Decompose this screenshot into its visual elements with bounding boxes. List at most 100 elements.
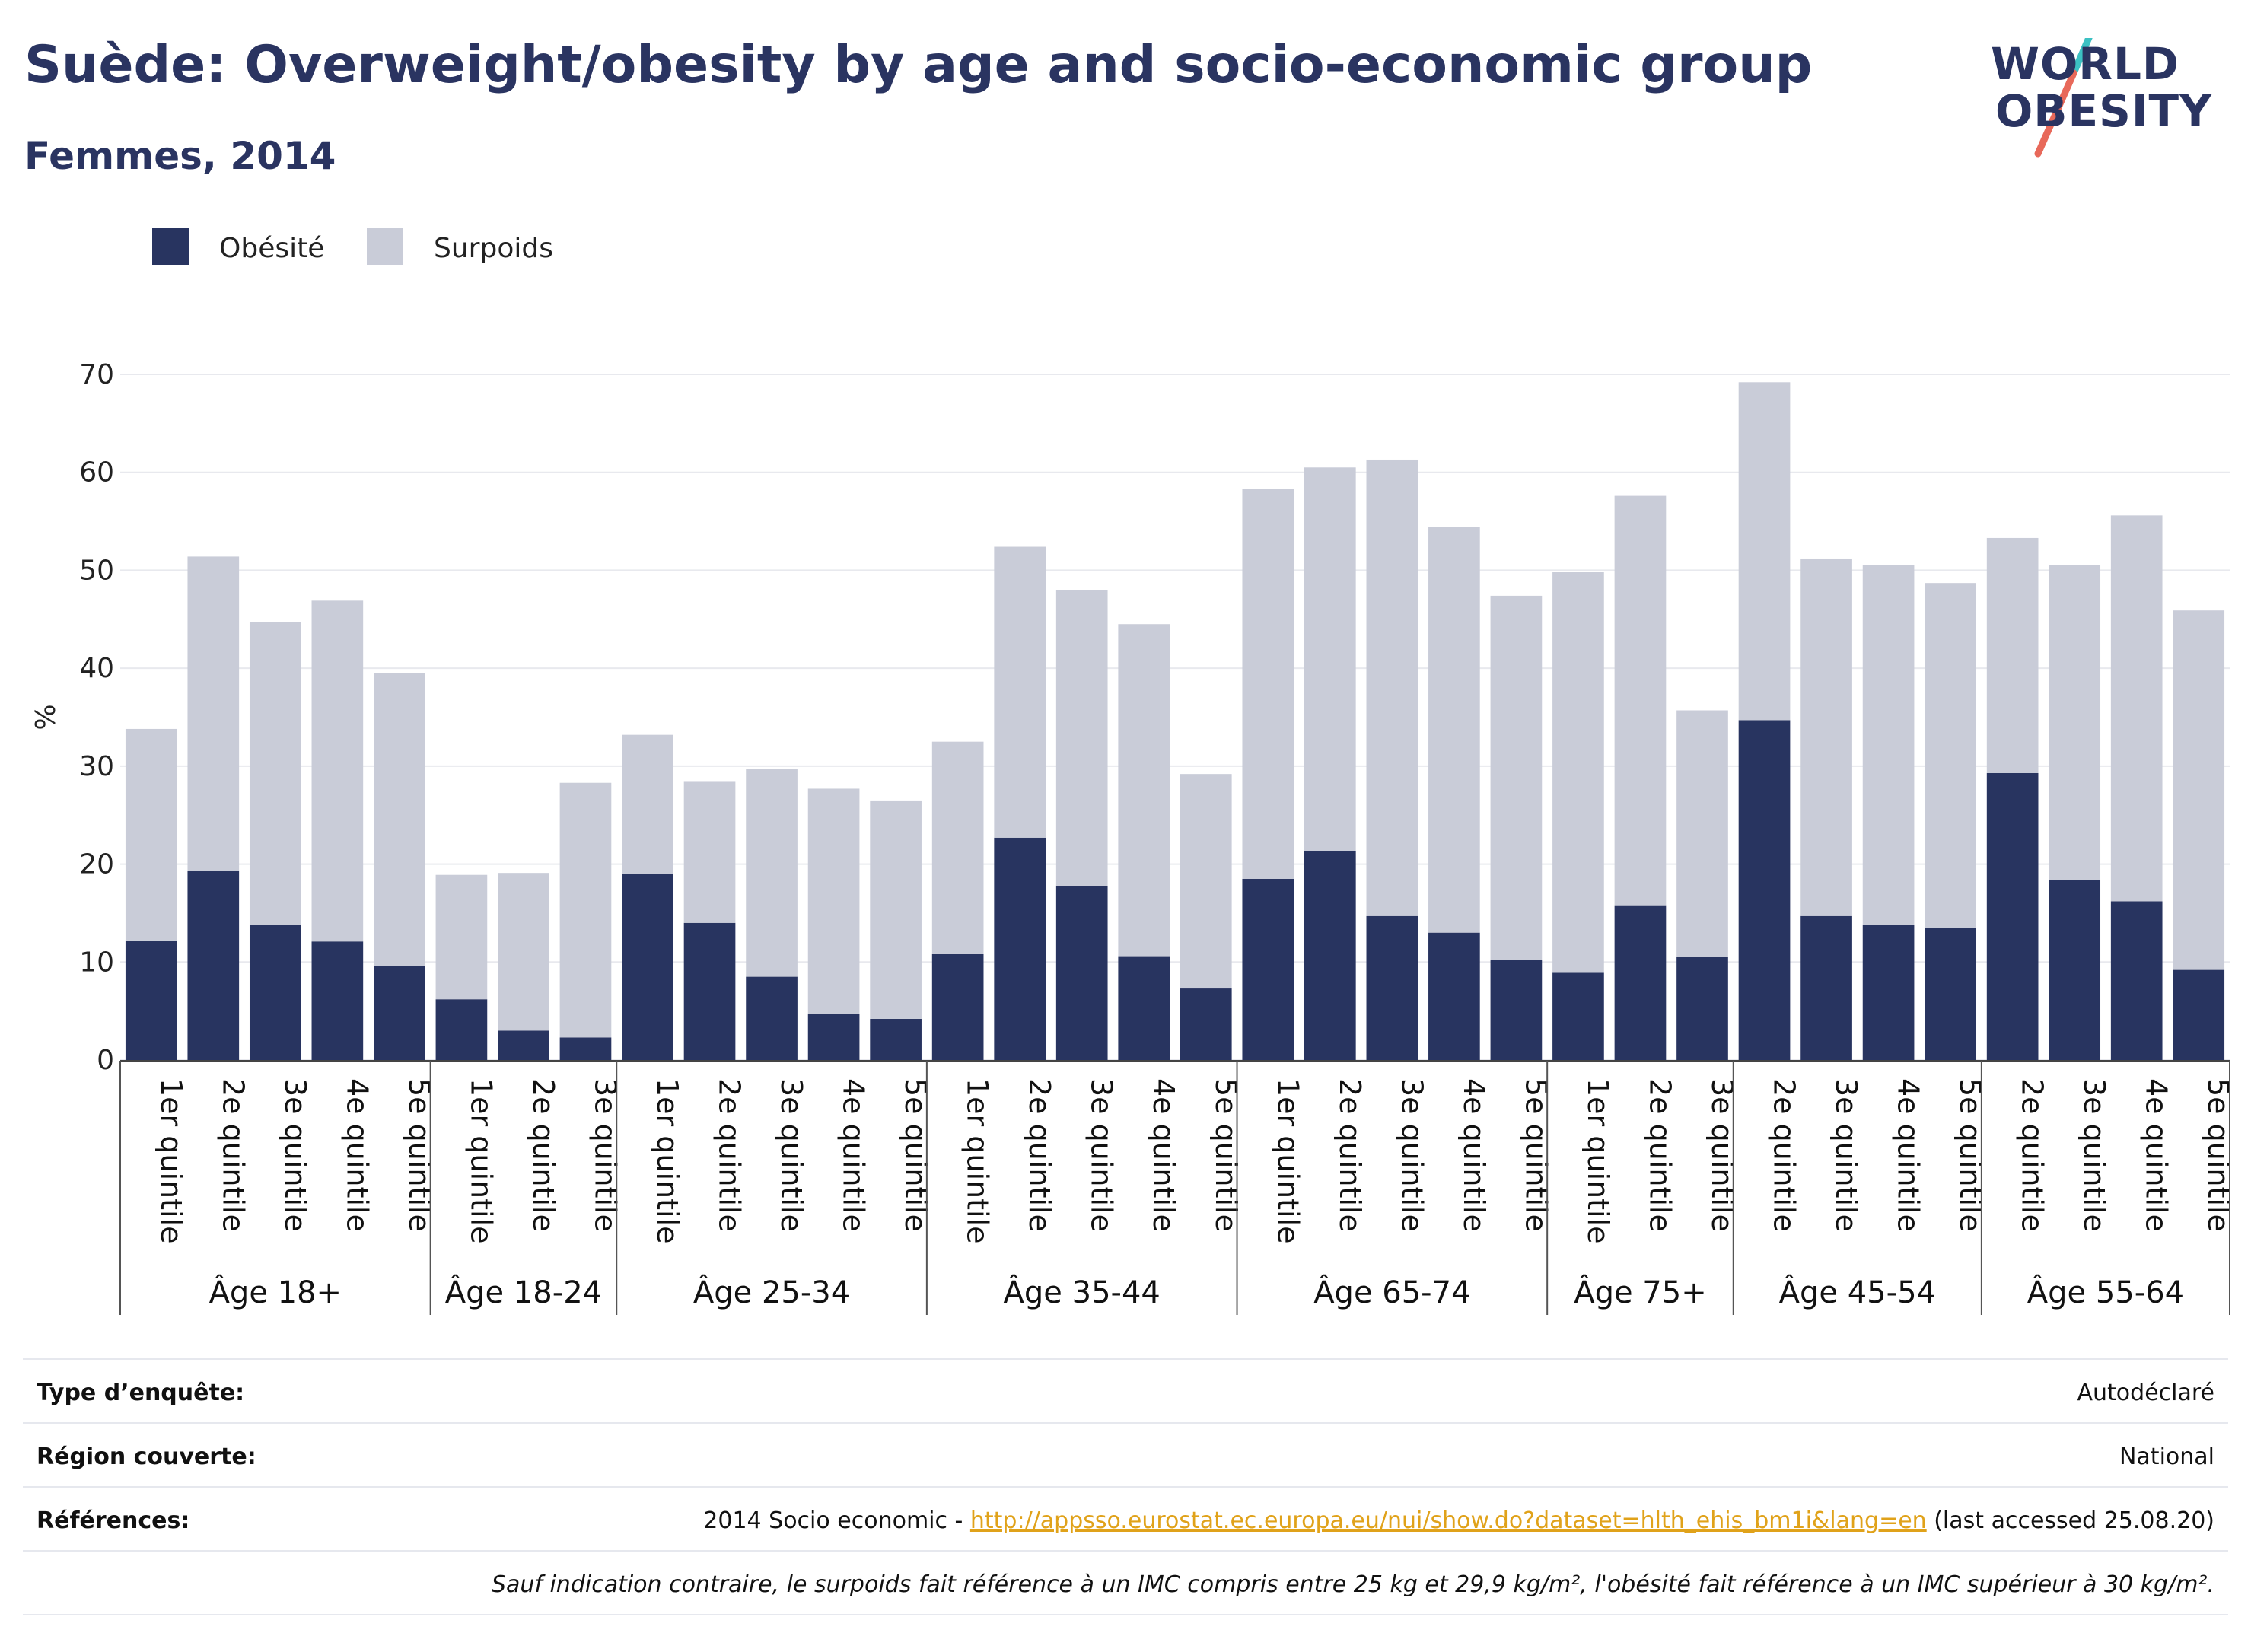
bar-obesite — [1862, 925, 1915, 1060]
bar-surpoids — [1862, 565, 1915, 925]
bar-obesite — [1676, 957, 1728, 1060]
bar-obesite — [1242, 878, 1294, 1060]
bar-surpoids — [1676, 710, 1728, 957]
bar-obesite — [1614, 905, 1667, 1060]
legend-label: Surpoids — [434, 233, 553, 264]
bar-obesite — [1118, 956, 1170, 1060]
bar-obesite — [1490, 960, 1543, 1060]
x-tick-label: 2e quintile — [1023, 1078, 1056, 1232]
bar-surpoids — [1180, 774, 1232, 989]
bar-obesite — [807, 1014, 860, 1060]
bar-surpoids — [1490, 595, 1543, 960]
meta-row-region: Région couverte: National — [23, 1422, 2228, 1486]
bar-obesite — [622, 874, 673, 1060]
bar-surpoids — [2049, 565, 2101, 880]
bar-obesite — [1304, 851, 1356, 1060]
x-tick-label: 1er quintile — [464, 1078, 498, 1244]
bar-surpoids — [746, 769, 798, 977]
definition-note: Sauf indication contraire, le surpoids f… — [491, 1571, 2214, 1598]
x-group-label: Âge 18+ — [209, 1274, 342, 1310]
y-tick-label: 10 — [79, 947, 114, 978]
region-label: Région couverte: — [37, 1444, 256, 1470]
references-label: Références: — [37, 1507, 190, 1534]
bar-surpoids — [1366, 459, 1418, 916]
x-tick-label: 1er quintile — [961, 1078, 995, 1244]
bar-obesite — [1428, 932, 1480, 1060]
x-tick-label: 3e quintile — [1395, 1078, 1428, 1232]
meta-row-note: Sauf indication contraire, le surpoids f… — [23, 1550, 2228, 1614]
bar-obesite — [2173, 969, 2225, 1060]
y-tick-label: 0 — [97, 1045, 114, 1076]
bar-surpoids — [374, 673, 425, 966]
chart-title: Suède: Overweight/obesity by age and soc… — [24, 35, 1813, 95]
x-group-label: Âge 65-74 — [1313, 1274, 1470, 1310]
bar-surpoids — [2173, 610, 2225, 970]
bar-surpoids — [1986, 537, 2039, 773]
legend-swatch — [152, 228, 189, 265]
references-link[interactable]: http://appsso.eurostat.ec.europa.eu/nui/… — [969, 1507, 1927, 1534]
meta-row-references: Références: 2014 Socio economic - http:/… — [23, 1486, 2228, 1550]
references-prefix: 2014 Socio economic - — [703, 1507, 970, 1534]
y-tick-label: 40 — [79, 653, 114, 684]
bar-surpoids — [1304, 467, 1356, 851]
legend-swatch — [367, 228, 403, 265]
references-value: 2014 Socio economic - http://appsso.euro… — [703, 1507, 2214, 1534]
legend-label: Obésité — [219, 233, 324, 264]
bar-surpoids — [1800, 558, 1852, 916]
bar-surpoids — [807, 788, 860, 1014]
bar-obesite — [870, 1018, 922, 1060]
x-tick-label: 1er quintile — [154, 1078, 188, 1244]
bar-obesite — [435, 999, 488, 1060]
bar-surpoids — [1614, 495, 1667, 906]
x-group-label: Âge 35-44 — [1004, 1274, 1161, 1310]
bar-surpoids — [1738, 382, 1791, 721]
y-axis-label: % — [30, 704, 62, 730]
bar-surpoids — [683, 781, 736, 923]
y-tick-label: 70 — [79, 359, 114, 390]
x-tick-label: 1er quintile — [1581, 1078, 1615, 1244]
x-tick-label: 2e quintile — [527, 1078, 560, 1232]
x-tick-label: 3e quintile — [1085, 1078, 1119, 1232]
x-group-label: Âge 75+ — [1574, 1274, 1707, 1310]
bar-surpoids — [1242, 489, 1294, 879]
x-tick-label: 2e quintile — [2016, 1078, 2049, 1232]
survey-type-value: Autodéclaré — [2077, 1380, 2215, 1406]
y-tick-label: 30 — [79, 751, 114, 782]
bar-obesite — [1925, 928, 1976, 1060]
x-tick-label: 1er quintile — [1271, 1078, 1304, 1244]
stacked-bar-chart: Obésité Surpoids 0 10 20 30 40 50 60 70% 1er quint… — [30, 228, 2235, 1315]
region-value: National — [2119, 1444, 2214, 1470]
bar-obesite — [311, 941, 364, 1060]
bar-obesite — [1738, 720, 1791, 1060]
x-tick-label: 2e quintile — [1643, 1078, 1676, 1232]
bar-obesite — [249, 925, 301, 1060]
x-tick-label: 2e quintile — [1768, 1078, 1801, 1232]
y-tick-label: 50 — [79, 555, 114, 586]
logo-line-obesity: OBESITY — [1995, 85, 2213, 137]
y-tick-label: 60 — [79, 457, 114, 489]
x-group-label: Âge 25-34 — [693, 1274, 850, 1310]
x-tick-label: 3e quintile — [2077, 1078, 2111, 1232]
x-tick-label: 2e quintile — [713, 1078, 747, 1232]
x-tick-label: 3e quintile — [279, 1078, 312, 1232]
bar-obesite — [1552, 972, 1604, 1060]
bar-surpoids — [622, 734, 673, 874]
x-tick-label: 4e quintile — [340, 1078, 374, 1232]
bar-surpoids — [125, 728, 177, 941]
bar-obesite — [1055, 885, 1108, 1060]
bar-obesite — [1986, 772, 2039, 1060]
bar-surpoids — [249, 622, 301, 925]
y-tick-label: 20 — [79, 849, 114, 880]
x-tick-label: 2e quintile — [1333, 1078, 1367, 1232]
bar-surpoids — [1428, 527, 1480, 933]
bar-obesite — [931, 953, 984, 1060]
x-tick-label: 3e quintile — [775, 1078, 808, 1232]
world-obesity-logo: WORLD OBESITY — [1979, 38, 2237, 160]
meta-bottom-divider — [23, 1614, 2228, 1615]
references-suffix: (last accessed 25.08.20) — [1926, 1507, 2214, 1534]
bar-surpoids — [1925, 583, 1976, 928]
logo-line-world: WORLD — [1991, 38, 2180, 90]
logo-slash-icon — [2034, 38, 2093, 158]
chart-subtitle: Femmes, 2014 — [24, 134, 336, 178]
bar-surpoids — [1118, 624, 1170, 957]
